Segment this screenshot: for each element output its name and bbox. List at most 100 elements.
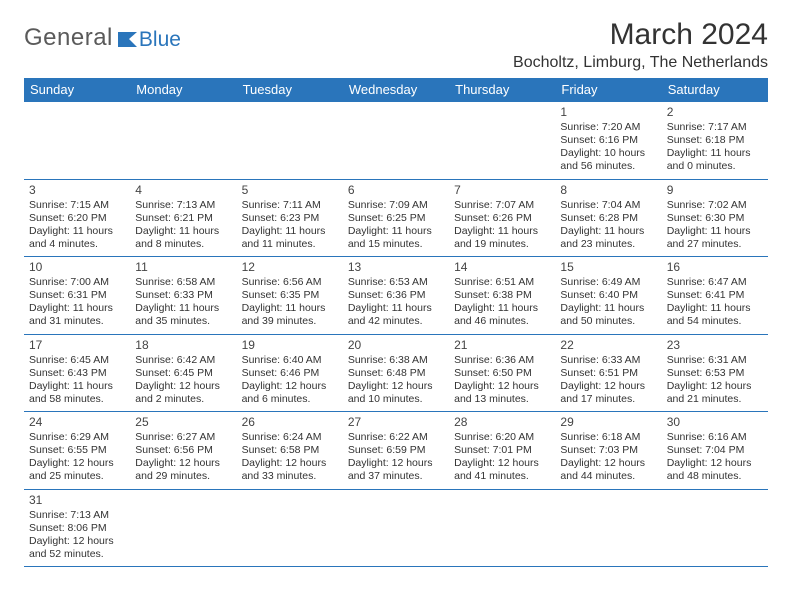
calendar-day-cell (24, 102, 130, 180)
calendar-day-cell: 10Sunrise: 7:00 AMSunset: 6:31 PMDayligh… (24, 257, 130, 335)
day-number: 13 (348, 260, 444, 275)
sunrise-line: Sunrise: 7:00 AM (29, 276, 125, 289)
sunrise-line: Sunrise: 7:07 AM (454, 199, 550, 212)
logo-text-blue: Blue (139, 28, 181, 52)
weekday-header: Monday (130, 78, 236, 102)
weekday-header: Friday (555, 78, 661, 102)
daylight-line: Daylight: 11 hours and 54 minutes. (667, 302, 763, 328)
calendar-day-cell: 6Sunrise: 7:09 AMSunset: 6:25 PMDaylight… (343, 179, 449, 257)
sunrise-line: Sunrise: 6:36 AM (454, 354, 550, 367)
day-number: 28 (454, 415, 550, 430)
sunset-line: Sunset: 7:04 PM (667, 444, 763, 457)
sunset-line: Sunset: 6:35 PM (242, 289, 338, 302)
day-number: 2 (667, 105, 763, 120)
day-number: 22 (560, 338, 656, 353)
daylight-line: Daylight: 11 hours and 42 minutes. (348, 302, 444, 328)
daylight-line: Daylight: 12 hours and 52 minutes. (29, 535, 125, 561)
calendar-day-cell: 31Sunrise: 7:13 AMSunset: 8:06 PMDayligh… (24, 489, 130, 567)
calendar-day-cell (343, 102, 449, 180)
calendar-day-cell: 3Sunrise: 7:15 AMSunset: 6:20 PMDaylight… (24, 179, 130, 257)
sunset-line: Sunset: 6:38 PM (454, 289, 550, 302)
sunset-line: Sunset: 6:28 PM (560, 212, 656, 225)
sunrise-line: Sunrise: 7:02 AM (667, 199, 763, 212)
sunrise-line: Sunrise: 6:16 AM (667, 431, 763, 444)
calendar-day-cell (130, 102, 236, 180)
calendar-week-row: 17Sunrise: 6:45 AMSunset: 6:43 PMDayligh… (24, 334, 768, 412)
sunset-line: Sunset: 6:36 PM (348, 289, 444, 302)
calendar-day-cell: 28Sunrise: 6:20 AMSunset: 7:01 PMDayligh… (449, 412, 555, 490)
sunrise-line: Sunrise: 7:04 AM (560, 199, 656, 212)
calendar-day-cell: 30Sunrise: 6:16 AMSunset: 7:04 PMDayligh… (662, 412, 768, 490)
title-block: March 2024 Bocholtz, Limburg, The Nether… (513, 18, 768, 72)
sunset-line: Sunset: 6:23 PM (242, 212, 338, 225)
daylight-line: Daylight: 11 hours and 19 minutes. (454, 225, 550, 251)
daylight-line: Daylight: 12 hours and 13 minutes. (454, 380, 550, 406)
day-number: 25 (135, 415, 231, 430)
sunset-line: Sunset: 6:43 PM (29, 367, 125, 380)
calendar-week-row: 1Sunrise: 7:20 AMSunset: 6:16 PMDaylight… (24, 102, 768, 180)
sunrise-line: Sunrise: 6:42 AM (135, 354, 231, 367)
sunrise-line: Sunrise: 7:11 AM (242, 199, 338, 212)
daylight-line: Daylight: 12 hours and 6 minutes. (242, 380, 338, 406)
daylight-line: Daylight: 12 hours and 37 minutes. (348, 457, 444, 483)
calendar-day-cell (130, 489, 236, 567)
sunrise-line: Sunrise: 6:29 AM (29, 431, 125, 444)
daylight-line: Daylight: 11 hours and 8 minutes. (135, 225, 231, 251)
day-number: 17 (29, 338, 125, 353)
daylight-line: Daylight: 11 hours and 46 minutes. (454, 302, 550, 328)
sunset-line: Sunset: 6:41 PM (667, 289, 763, 302)
sunrise-line: Sunrise: 6:20 AM (454, 431, 550, 444)
calendar-week-row: 31Sunrise: 7:13 AMSunset: 8:06 PMDayligh… (24, 489, 768, 567)
sunset-line: Sunset: 7:01 PM (454, 444, 550, 457)
day-number: 6 (348, 183, 444, 198)
daylight-line: Daylight: 11 hours and 58 minutes. (29, 380, 125, 406)
sunrise-line: Sunrise: 6:27 AM (135, 431, 231, 444)
calendar-day-cell: 25Sunrise: 6:27 AMSunset: 6:56 PMDayligh… (130, 412, 236, 490)
calendar-day-cell: 21Sunrise: 6:36 AMSunset: 6:50 PMDayligh… (449, 334, 555, 412)
daylight-line: Daylight: 11 hours and 0 minutes. (667, 147, 763, 173)
sunset-line: Sunset: 6:58 PM (242, 444, 338, 457)
calendar-day-cell (237, 102, 343, 180)
calendar-day-cell: 2Sunrise: 7:17 AMSunset: 6:18 PMDaylight… (662, 102, 768, 180)
sunrise-line: Sunrise: 6:53 AM (348, 276, 444, 289)
sunset-line: Sunset: 6:48 PM (348, 367, 444, 380)
sunrise-line: Sunrise: 7:13 AM (135, 199, 231, 212)
calendar-day-cell: 26Sunrise: 6:24 AMSunset: 6:58 PMDayligh… (237, 412, 343, 490)
calendar-day-cell (662, 489, 768, 567)
calendar-day-cell (449, 102, 555, 180)
calendar-day-cell (237, 489, 343, 567)
weekday-header: Tuesday (237, 78, 343, 102)
location-text: Bocholtz, Limburg, The Netherlands (513, 54, 768, 72)
day-number: 4 (135, 183, 231, 198)
sunset-line: Sunset: 6:53 PM (667, 367, 763, 380)
calendar-day-cell: 13Sunrise: 6:53 AMSunset: 6:36 PMDayligh… (343, 257, 449, 335)
sunset-line: Sunset: 6:55 PM (29, 444, 125, 457)
day-number: 26 (242, 415, 338, 430)
sunset-line: Sunset: 6:46 PM (242, 367, 338, 380)
daylight-line: Daylight: 12 hours and 2 minutes. (135, 380, 231, 406)
calendar-day-cell: 29Sunrise: 6:18 AMSunset: 7:03 PMDayligh… (555, 412, 661, 490)
day-number: 8 (560, 183, 656, 198)
daylight-line: Daylight: 12 hours and 48 minutes. (667, 457, 763, 483)
sunset-line: Sunset: 6:26 PM (454, 212, 550, 225)
sunrise-line: Sunrise: 7:17 AM (667, 121, 763, 134)
sunrise-line: Sunrise: 7:20 AM (560, 121, 656, 134)
weekday-header: Sunday (24, 78, 130, 102)
day-number: 9 (667, 183, 763, 198)
sunset-line: Sunset: 6:45 PM (135, 367, 231, 380)
sunrise-line: Sunrise: 6:45 AM (29, 354, 125, 367)
calendar-day-cell: 7Sunrise: 7:07 AMSunset: 6:26 PMDaylight… (449, 179, 555, 257)
day-number: 21 (454, 338, 550, 353)
day-number: 24 (29, 415, 125, 430)
daylight-line: Daylight: 12 hours and 33 minutes. (242, 457, 338, 483)
calendar-day-cell (555, 489, 661, 567)
daylight-line: Daylight: 12 hours and 21 minutes. (667, 380, 763, 406)
calendar-day-cell: 1Sunrise: 7:20 AMSunset: 6:16 PMDaylight… (555, 102, 661, 180)
sunset-line: Sunset: 6:18 PM (667, 134, 763, 147)
sunrise-line: Sunrise: 6:40 AM (242, 354, 338, 367)
logo-flag-icon (117, 30, 139, 48)
calendar-day-cell: 27Sunrise: 6:22 AMSunset: 6:59 PMDayligh… (343, 412, 449, 490)
calendar-day-cell: 9Sunrise: 7:02 AMSunset: 6:30 PMDaylight… (662, 179, 768, 257)
weekday-header-row: Sunday Monday Tuesday Wednesday Thursday… (24, 78, 768, 102)
day-number: 31 (29, 493, 125, 508)
